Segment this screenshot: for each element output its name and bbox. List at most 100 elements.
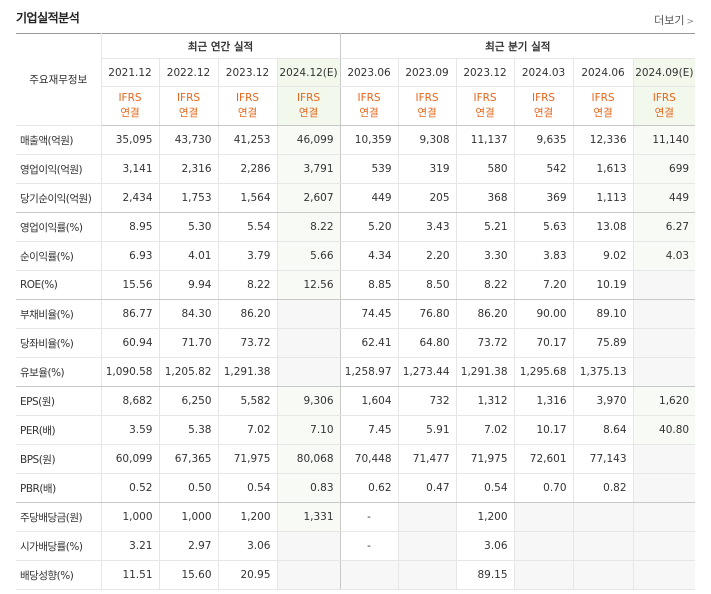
value-cell: 1,273.44 xyxy=(397,357,457,387)
value-cell: 8,682 xyxy=(100,386,159,416)
accounting-header: IFRS 연결 xyxy=(572,86,634,126)
value-cell: 73.72 xyxy=(217,328,277,358)
value-cell: 0.47 xyxy=(397,473,457,503)
value-cell: 2,286 xyxy=(217,154,277,184)
accounting-header: IFRS 연결 xyxy=(513,86,574,126)
value-cell: 20.95 xyxy=(217,560,277,590)
value-cell: 60,099 xyxy=(100,444,159,474)
row-label: 영업이익률(%) xyxy=(16,212,101,242)
data-row: 영업이익(억원) 3,141 2,316 2,286 3,791 539 319 580 542… xyxy=(16,154,696,184)
value-cell: 7.45 xyxy=(339,415,399,445)
accounting-scope: 연결 xyxy=(654,107,674,119)
value-cell: 84.30 xyxy=(158,299,218,329)
value-cell: 15.60 xyxy=(158,560,218,590)
value-cell: 1,090.58 xyxy=(100,357,159,387)
value-cell: 1,295.68 xyxy=(513,357,574,387)
value-cell: 10,359 xyxy=(339,125,399,155)
value-cell: 9.02 xyxy=(572,241,634,271)
empty-cell xyxy=(632,270,696,300)
value-cell: 8.64 xyxy=(572,415,634,445)
accounting-scope: 연결 xyxy=(298,107,319,119)
row-label: PBR(배) xyxy=(16,473,101,503)
value-cell: 1,753 xyxy=(158,183,218,213)
more-text[interactable]: 더보기 xyxy=(654,14,685,27)
accounting-scope: 연결 xyxy=(475,107,495,119)
value-cell: 0.54 xyxy=(455,473,515,503)
value-cell: 8.95 xyxy=(100,212,159,242)
value-cell: 1,291.38 xyxy=(217,357,277,387)
value-cell: 319 xyxy=(397,154,457,184)
accounting-header: IFRS 연결 xyxy=(158,86,218,126)
value-cell: 5.54 xyxy=(217,212,277,242)
value-cell: 1,000 xyxy=(158,502,218,532)
value-cell: 62.41 xyxy=(339,328,399,358)
value-cell: 6,250 xyxy=(158,386,218,416)
value-cell: 13.08 xyxy=(572,212,634,242)
data-row: 유보율(%) 1,090.58 1,205.82 1,291.38 1,258.97 1,… xyxy=(16,357,696,387)
value-cell: 74.45 xyxy=(339,299,399,329)
value-cell: 3.79 xyxy=(217,241,277,271)
row-label: 주당배당금(원) xyxy=(16,502,101,532)
accounting-scope: 연결 xyxy=(178,107,199,119)
period-header: 2024.03 xyxy=(513,58,574,87)
value-cell: 9,308 xyxy=(397,125,457,155)
value-cell: 5.30 xyxy=(158,212,218,242)
value-cell: 9,306 xyxy=(276,386,341,416)
value-cell: 1,604 xyxy=(339,386,399,416)
value-cell: 89.10 xyxy=(572,299,634,329)
data-row: 배당성향(%) 11.51 15.60 20.95 89.15 xyxy=(16,560,696,590)
row-label: 당기순이익(억원) xyxy=(16,183,101,213)
value-cell: 4.34 xyxy=(339,241,399,271)
value-cell: 539 xyxy=(339,154,399,184)
value-cell: 3.21 xyxy=(100,531,159,561)
value-cell: 1,620 xyxy=(632,386,696,416)
accounting-standard: IFRS xyxy=(296,92,321,104)
value-cell: 542 xyxy=(513,154,574,184)
value-cell: 1,331 xyxy=(276,502,341,532)
value-cell: 71,477 xyxy=(397,444,457,474)
value-cell: 0.62 xyxy=(339,473,399,503)
data-row: 순이익률(%) 6.93 4.01 3.79 5.66 4.34 2.20 3.30 3.83 9… xyxy=(16,241,696,271)
value-cell: 71,975 xyxy=(217,444,277,474)
row-label: 시가배당률(%) xyxy=(16,531,101,561)
value-cell: 4.03 xyxy=(632,241,696,271)
value-cell: 0.54 xyxy=(217,473,277,503)
data-row: EPS(원) 8,682 6,250 5,582 9,306 1,604 732 1,312 1… xyxy=(16,386,696,416)
value-cell: 699 xyxy=(632,154,696,184)
more-link[interactable]: 더보기 > xyxy=(654,12,694,28)
accounting-scope: 연결 xyxy=(120,107,140,119)
value-cell: 8.22 xyxy=(455,270,515,300)
empty-cell xyxy=(572,560,634,590)
accounting-scope: 연결 xyxy=(593,107,613,119)
value-cell: 67,365 xyxy=(158,444,218,474)
empty-cell xyxy=(276,531,341,561)
accounting-standard: IFRS xyxy=(531,92,556,104)
data-row: 매출액(억원) 35,095 43,730 41,253 46,099 10,359 9,3… xyxy=(16,125,696,155)
period-header: 2024.12(E) xyxy=(276,58,341,87)
empty-cell xyxy=(513,502,574,532)
value-cell: 71.70 xyxy=(158,328,218,358)
data-row: PBR(배) 0.52 0.50 0.54 0.83 0.62 0.47 0.54 0.70 0.… xyxy=(16,473,696,503)
value-cell: 5.20 xyxy=(339,212,399,242)
value-cell: 11,137 xyxy=(455,125,515,155)
accounting-scope: 연결 xyxy=(237,107,258,119)
value-cell: 8.50 xyxy=(397,270,457,300)
empty-cell xyxy=(276,299,341,329)
value-cell: 77,143 xyxy=(572,444,634,474)
value-cell: 89.15 xyxy=(455,560,515,590)
data-row: 당기순이익(억원) 2,434 1,753 1,564 2,607 449 205 368 36… xyxy=(16,183,696,213)
group-header: 최근 분기 실적 xyxy=(339,33,696,59)
value-cell: 0.52 xyxy=(100,473,159,503)
value-cell: 1,258.97 xyxy=(339,357,399,387)
empty-cell xyxy=(339,560,399,590)
value-cell: 11,140 xyxy=(632,125,696,155)
empty-cell xyxy=(632,299,696,329)
row-label: ROE(%) xyxy=(16,270,101,300)
group-header: 최근 연간 실적 xyxy=(100,33,341,59)
value-cell: 1,316 xyxy=(513,386,574,416)
value-cell: 6.93 xyxy=(100,241,159,271)
value-cell: 3,141 xyxy=(100,154,159,184)
value-cell: 2,316 xyxy=(158,154,218,184)
value-cell: 1,000 xyxy=(100,502,159,532)
value-cell: 7.10 xyxy=(276,415,341,445)
